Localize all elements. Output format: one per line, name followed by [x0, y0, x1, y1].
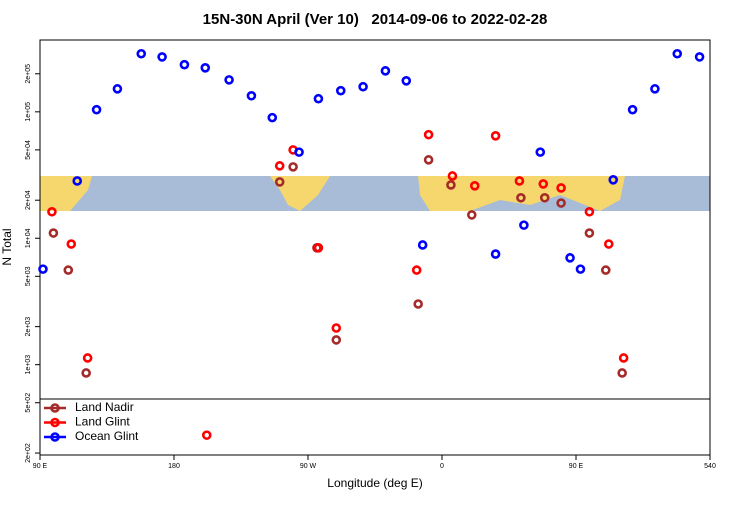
point: [157, 52, 167, 62]
point: [423, 129, 434, 140]
point: [136, 48, 147, 59]
point: [335, 85, 346, 96]
point: [627, 104, 638, 115]
point: [401, 75, 412, 86]
y-tick-label: 1e+04: [25, 228, 32, 248]
point: [274, 161, 285, 171]
point: [91, 104, 102, 115]
legend-label: Ocean Glint: [75, 429, 139, 443]
point: [584, 228, 595, 238]
point: [38, 264, 48, 274]
point: [201, 430, 212, 440]
point: [538, 179, 549, 189]
point: [417, 240, 428, 250]
point: [200, 62, 211, 73]
point: [411, 265, 422, 275]
point: [267, 112, 278, 123]
point: [288, 162, 298, 172]
point: [72, 176, 83, 186]
point: [112, 84, 123, 94]
point: [466, 210, 477, 220]
point: [565, 253, 575, 263]
point: [447, 171, 458, 181]
y-tick-label: 2e+02: [25, 443, 32, 463]
y-tick-label: 2e+04: [25, 190, 32, 210]
point: [516, 192, 526, 203]
point: [556, 183, 566, 193]
x-tick-label: 90 W: [300, 463, 317, 470]
point: [694, 52, 705, 62]
y-axis-label: N Total: [0, 228, 14, 265]
point: [556, 198, 566, 208]
point: [519, 220, 529, 230]
x-tick-label: 90 E: [569, 463, 584, 470]
y-tick-label: 5e+03: [25, 266, 32, 286]
point: [514, 176, 525, 186]
legend-marker: [50, 432, 60, 442]
legend-marker: [50, 403, 60, 413]
point: [274, 177, 285, 187]
point: [413, 299, 423, 309]
point: [224, 75, 234, 85]
x-tick-label: 180: [168, 463, 180, 470]
point: [617, 368, 627, 378]
point: [469, 180, 480, 191]
point: [618, 353, 629, 363]
point: [423, 155, 434, 165]
point: [380, 66, 391, 76]
legend-label: Land Glint: [75, 415, 130, 429]
point: [331, 323, 342, 333]
x-tick-label: 0: [440, 463, 444, 470]
point: [294, 147, 304, 157]
point: [246, 90, 257, 101]
point: [82, 353, 93, 363]
x-tick-label: 540: [704, 463, 716, 470]
point: [539, 192, 550, 203]
plot-frame: [39, 39, 711, 456]
point: [575, 264, 586, 274]
point: [66, 239, 77, 249]
point: [48, 228, 59, 238]
y-tick-label: 5e+04: [25, 140, 32, 160]
legend-marker: [50, 417, 60, 428]
point: [600, 265, 611, 275]
y-tick-label: 1e+05: [25, 102, 32, 122]
point: [313, 243, 324, 253]
x-tick-label: 90 E: [33, 463, 48, 470]
point: [63, 265, 74, 275]
point: [603, 239, 614, 249]
y-tick-label: 2e+05: [25, 64, 32, 84]
point: [331, 335, 342, 345]
point: [672, 48, 683, 59]
point: [81, 368, 91, 378]
point: [47, 206, 57, 217]
point: [179, 59, 190, 70]
point: [358, 81, 368, 92]
x-axis-label: Longitude (deg E): [327, 476, 422, 490]
point: [608, 174, 619, 185]
y-tick-label: 2e+03: [25, 317, 32, 337]
point: [490, 131, 501, 141]
point: [650, 84, 660, 94]
legend-label: Land Nadir: [75, 400, 134, 414]
y-tick-label: 1e+03: [25, 355, 32, 375]
point: [446, 180, 456, 190]
chart-title: 15N-30N April (Ver 10) 2014-09-06 to 202…: [203, 11, 548, 28]
point: [584, 206, 595, 217]
y-tick-label: 5e+02: [25, 393, 32, 413]
point: [535, 147, 546, 157]
point: [490, 249, 501, 259]
point: [313, 93, 324, 104]
